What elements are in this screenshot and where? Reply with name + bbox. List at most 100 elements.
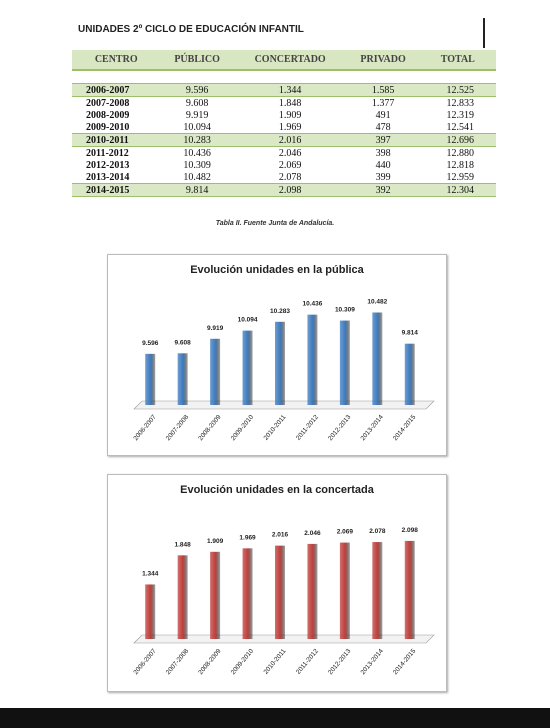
table-cell: 12.525: [419, 83, 496, 97]
x-tick-label: 2007-2008: [165, 647, 191, 676]
table-cell: 2013-2014: [72, 171, 161, 184]
table-cell: 12.833: [419, 96, 496, 109]
bar: [307, 543, 318, 639]
table-cell: 398: [346, 146, 420, 159]
table-cell: 1.848: [233, 96, 347, 109]
table-body: 2006-2007 9.596 1.344 1.585 12.525 2007-2008 9…: [72, 70, 496, 197]
x-tick-label: 2008-2009: [197, 413, 223, 442]
data-table: CENTRO PÚBLICO CONCERTADO PRIVADO TOTAL 2006…: [72, 50, 496, 197]
table-cell: 2007-2008: [72, 96, 161, 109]
data-label: 1.848: [175, 541, 192, 548]
table-cell: 1.377: [346, 96, 420, 109]
data-label: 9.814: [402, 330, 419, 337]
x-tick-label: 2009-2010: [230, 413, 256, 442]
table-cell: 2.078: [233, 171, 347, 184]
bar: [404, 540, 415, 639]
table-cell: 2011-2012: [72, 146, 161, 159]
data-label: 1.344: [142, 570, 159, 577]
table-row: 2008-2009 9.919 1.909 491 12.319: [72, 109, 496, 121]
data-label: 2.098: [402, 527, 419, 534]
data-label: 9.596: [142, 340, 159, 347]
table-cell: 2012-2013: [72, 159, 161, 171]
x-tick-label: 2013-2014: [360, 647, 386, 676]
table-cell: 10.283: [160, 133, 234, 147]
bar: [275, 321, 285, 405]
table-cell: 12.304: [419, 183, 496, 197]
x-tick-label: 2007-2008: [165, 413, 191, 442]
x-tick-label: 2014-2015: [392, 647, 418, 676]
table-cell: 1.585: [346, 83, 420, 97]
chart-title: Evolución unidades en la concertada: [180, 484, 375, 496]
table-row: 2014-2015 9.814 2.098 392 12.304: [72, 183, 496, 197]
data-label: 2.069: [337, 529, 354, 536]
x-tick-label: 2012-2013: [327, 413, 353, 442]
spacer: [72, 70, 496, 84]
table-row: 2012-2013 10.309 2.069 440 12.818: [72, 159, 496, 171]
data-label: 10.436: [302, 301, 322, 308]
table-cell: 2008-2009: [72, 109, 161, 121]
table-cell: 9.814: [160, 183, 234, 197]
data-label: 10.309: [335, 307, 355, 314]
bar: [275, 545, 285, 639]
data-label: 9.919: [207, 325, 224, 332]
doc-title: UNIDADES 2º CICLO DE EDUCACIÓN INFANTIL: [78, 24, 304, 35]
table-cell: 478: [346, 121, 420, 134]
data-label: 2.078: [369, 528, 386, 535]
table-cell: 9.596: [160, 83, 234, 97]
column-header: CONCERTADO: [233, 50, 347, 71]
table-cell: 1.969: [233, 121, 347, 134]
x-tick-label: 2011-2012: [295, 647, 320, 675]
bar: [339, 542, 350, 639]
data-label: 2.016: [272, 532, 289, 539]
bar: [145, 584, 156, 639]
table-cell: 2.069: [233, 159, 347, 171]
data-label: 1.909: [207, 538, 224, 545]
x-tick-label: 2011-2012: [295, 413, 320, 441]
table-cell: 10.309: [160, 159, 234, 171]
x-tick-label: 2006-2007: [132, 647, 158, 676]
x-tick-label: 2010-2011: [262, 647, 287, 675]
table-cell: 10.482: [160, 171, 234, 184]
table-cell: 2006-2007: [72, 83, 161, 97]
table-cell: 10.094: [160, 121, 234, 134]
bar: [372, 542, 383, 639]
table-row: 2009-2010 10.094 1.969 478 12.541: [72, 121, 496, 134]
table-cell: 392: [346, 183, 420, 197]
x-tick-label: 2013-2014: [360, 413, 386, 442]
column-header: CENTRO: [72, 50, 161, 71]
table-row: 2007-2008 9.608 1.848 1.377 12.833: [72, 96, 496, 109]
table-cell: 2010-2011: [72, 133, 161, 147]
bar: [210, 338, 221, 405]
bar: [242, 548, 253, 639]
table-cell: 2009-2010: [72, 121, 161, 134]
table-cell: 397: [346, 133, 420, 147]
bottom-bar: [0, 708, 550, 728]
rule: [483, 18, 485, 48]
bar: [242, 330, 253, 405]
table-cell: 12.541: [419, 121, 496, 134]
bar: [372, 312, 383, 405]
bar: [145, 353, 156, 405]
data-label: 10.283: [270, 308, 290, 315]
spacer-cell: [72, 70, 496, 84]
table-cell: 2.016: [233, 133, 347, 147]
table-cell: 399: [346, 171, 420, 184]
x-tick-label: 2012-2013: [327, 647, 353, 676]
x-tick-label: 2009-2010: [230, 647, 256, 676]
bar: [177, 555, 188, 639]
table-cell: 440: [346, 159, 420, 171]
table-cell: 9.608: [160, 96, 234, 109]
column-header: TOTAL: [419, 50, 496, 71]
table-cell: 2014-2015: [72, 183, 161, 197]
data-label: 2.046: [304, 530, 321, 537]
data-label: 9.608: [175, 339, 192, 346]
table-cell: 12.959: [419, 171, 496, 184]
column-header: PRIVADO: [346, 50, 420, 71]
table-cell: 12.880: [419, 146, 496, 159]
data-label: 10.094: [238, 317, 258, 324]
data-label: 10.482: [367, 299, 387, 306]
bar: [339, 320, 350, 405]
chart-title: Evolución unidades en la pública: [190, 264, 364, 276]
header-row: CENTRO PÚBLICO CONCERTADO PRIVADO TOTAL: [72, 50, 496, 71]
